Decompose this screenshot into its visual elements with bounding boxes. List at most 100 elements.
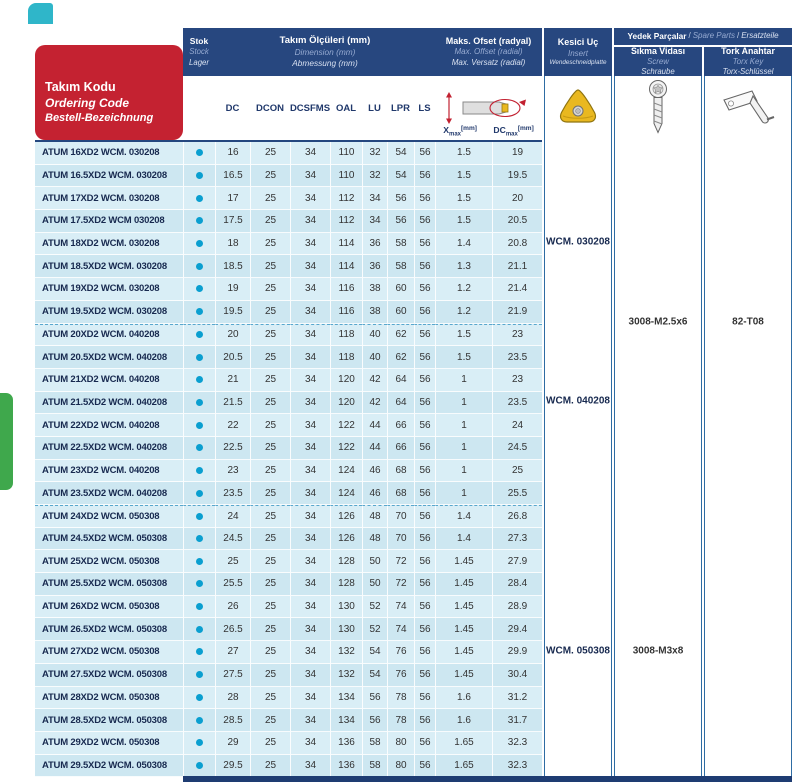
value-cell: 126 <box>330 505 362 528</box>
stock-dot-cell <box>183 187 215 211</box>
stock-dot-icon <box>196 557 203 565</box>
value-cell: 1.5 <box>435 187 492 211</box>
stock-dot-icon <box>196 580 203 588</box>
stock-dot-icon <box>196 217 203 225</box>
stock-dot-cell <box>183 459 215 483</box>
value-cell: 132 <box>330 663 362 687</box>
value-cell: 16.5 <box>215 164 250 188</box>
value-cell: 26 <box>215 595 250 619</box>
value-cell: 114 <box>330 255 362 279</box>
value-cell: 64 <box>387 391 414 415</box>
value-cell: 34 <box>290 482 330 505</box>
value-cell: 27 <box>215 641 250 664</box>
value-cell: 27.3 <box>492 527 542 551</box>
row-code: ATUM 18XD2 WCM. 030208 <box>35 233 183 256</box>
table-row: ATUM 19XD2 WCM. 030208 19 25 34 116 38 6… <box>35 278 542 301</box>
value-cell: 25 <box>250 595 290 619</box>
stock-dot-icon <box>196 421 203 429</box>
insert-group-label: WCM. 050308 <box>546 645 610 657</box>
value-cell: 76 <box>387 663 414 687</box>
table-row: ATUM 27XD2 WCM. 050308 27 25 34 132 54 7… <box>35 641 542 664</box>
subheader-band: DC DCON DCSFMS OAL LU LPR LS Xmax[mm] <box>35 76 542 140</box>
stock-dot-icon <box>196 353 203 361</box>
value-cell: 17.5 <box>215 210 250 233</box>
subcol-lu: LU <box>368 102 381 114</box>
header-dimensions: Takım Ölçüleri (mm) Dimension (mm) Abmes… <box>215 28 435 76</box>
header-torx-key: Tork Anahtar Torx Key Torx-Schlüssel <box>704 45 792 77</box>
stock-dot-cell <box>183 754 215 778</box>
header-screw-tr: Sıkma Vidası <box>630 45 686 56</box>
value-cell: 19 <box>215 278 250 301</box>
value-cell: 56 <box>414 323 435 347</box>
value-cell: 1.65 <box>435 754 492 778</box>
value-cell: 54 <box>362 663 387 687</box>
value-cell: 40 <box>362 323 387 347</box>
value-cell: 56 <box>362 709 387 732</box>
header-screw-de: Schraube <box>641 67 675 77</box>
torx-key-icon <box>723 90 775 124</box>
value-cell: 54 <box>387 164 414 188</box>
value-cell: 48 <box>362 527 387 551</box>
stock-dot-icon <box>196 648 203 656</box>
table-row: ATUM 29XD2 WCM. 050308 29 25 34 136 58 8… <box>35 731 542 755</box>
value-cell: 124 <box>330 482 362 505</box>
value-cell: 25 <box>250 391 290 415</box>
value-cell: 1 <box>435 436 492 460</box>
value-cell: 17 <box>215 187 250 211</box>
subcol-ls: LS <box>418 102 431 114</box>
row-code: ATUM 24.5XD2 WCM. 050308 <box>35 528 183 551</box>
xmax-label: Xmax[mm] <box>443 125 477 138</box>
value-cell: 42 <box>362 368 387 392</box>
header-torx-key-de: Torx-Schlüssel <box>722 67 774 77</box>
stock-dot-cell <box>183 391 215 415</box>
value-cell: 28.4 <box>492 573 542 596</box>
value-cell: 44 <box>362 436 387 460</box>
value-cell: 23.5 <box>215 482 250 505</box>
stock-dot-cell <box>183 278 215 301</box>
value-cell: 1.65 <box>435 731 492 755</box>
value-cell: 25 <box>250 436 290 460</box>
value-cell: 56 <box>414 686 435 710</box>
value-cell: 34 <box>290 663 330 687</box>
value-cell: 56 <box>414 232 435 256</box>
value-cell: 54 <box>387 142 414 165</box>
value-cell: 60 <box>387 300 414 324</box>
table-row: ATUM 19.5XD2 WCM. 030208 19.5 25 34 116 … <box>35 300 542 324</box>
value-cell: 1.4 <box>435 505 492 528</box>
table-body: ATUM 16XD2 WCM. 030208 16 25 34 110 32 5… <box>35 140 542 778</box>
value-cell: 1.45 <box>435 641 492 664</box>
stock-dot-cell <box>183 142 215 165</box>
stock-dot-cell <box>183 527 215 551</box>
stock-dot-icon <box>196 149 203 157</box>
header-torx-key-tr: Tork Anahtar <box>721 45 775 56</box>
ordering-code-de: Bestell-Bezeichnung <box>45 112 154 125</box>
insert-group-label: WCM. 040208 <box>546 395 610 407</box>
row-code: ATUM 21XD2 WCM. 040208 <box>35 369 183 392</box>
torx-part-label: 82-T08 <box>732 316 764 328</box>
value-cell: 1.5 <box>435 210 492 233</box>
torx-image-cell <box>705 76 791 140</box>
row-code: ATUM 16XD2 WCM. 030208 <box>35 142 183 165</box>
table-bottom-border <box>183 776 792 782</box>
value-cell: 132 <box>330 641 362 664</box>
table-row: ATUM 25XD2 WCM. 050308 25 25 34 128 50 7… <box>35 550 542 574</box>
value-cell: 38 <box>362 300 387 324</box>
stock-dot-icon <box>196 172 203 180</box>
value-cell: 21.5 <box>215 391 250 415</box>
value-cell: 25 <box>250 232 290 256</box>
value-cell: 34 <box>290 527 330 551</box>
value-cell: 46 <box>362 459 387 483</box>
row-code: ATUM 22XD2 WCM. 040208 <box>35 414 183 437</box>
stock-dot-cell <box>183 436 215 460</box>
value-cell: 56 <box>414 641 435 664</box>
table-row: ATUM 17.5XD2 WCM 030208 17.5 25 34 112 3… <box>35 210 542 233</box>
screw-part-label: 3008-M2.5x6 <box>628 316 688 328</box>
value-cell: 56 <box>414 595 435 619</box>
value-cell: 36 <box>362 232 387 256</box>
value-cell: 34 <box>290 550 330 574</box>
value-cell: 56 <box>414 187 435 211</box>
header-stock-tr: Stok <box>189 36 209 47</box>
value-cell: 110 <box>330 164 362 188</box>
value-cell: 62 <box>387 346 414 369</box>
ordering-code-box: Takım Kodu Ordering Code Bestell-Bezeich… <box>35 45 183 140</box>
